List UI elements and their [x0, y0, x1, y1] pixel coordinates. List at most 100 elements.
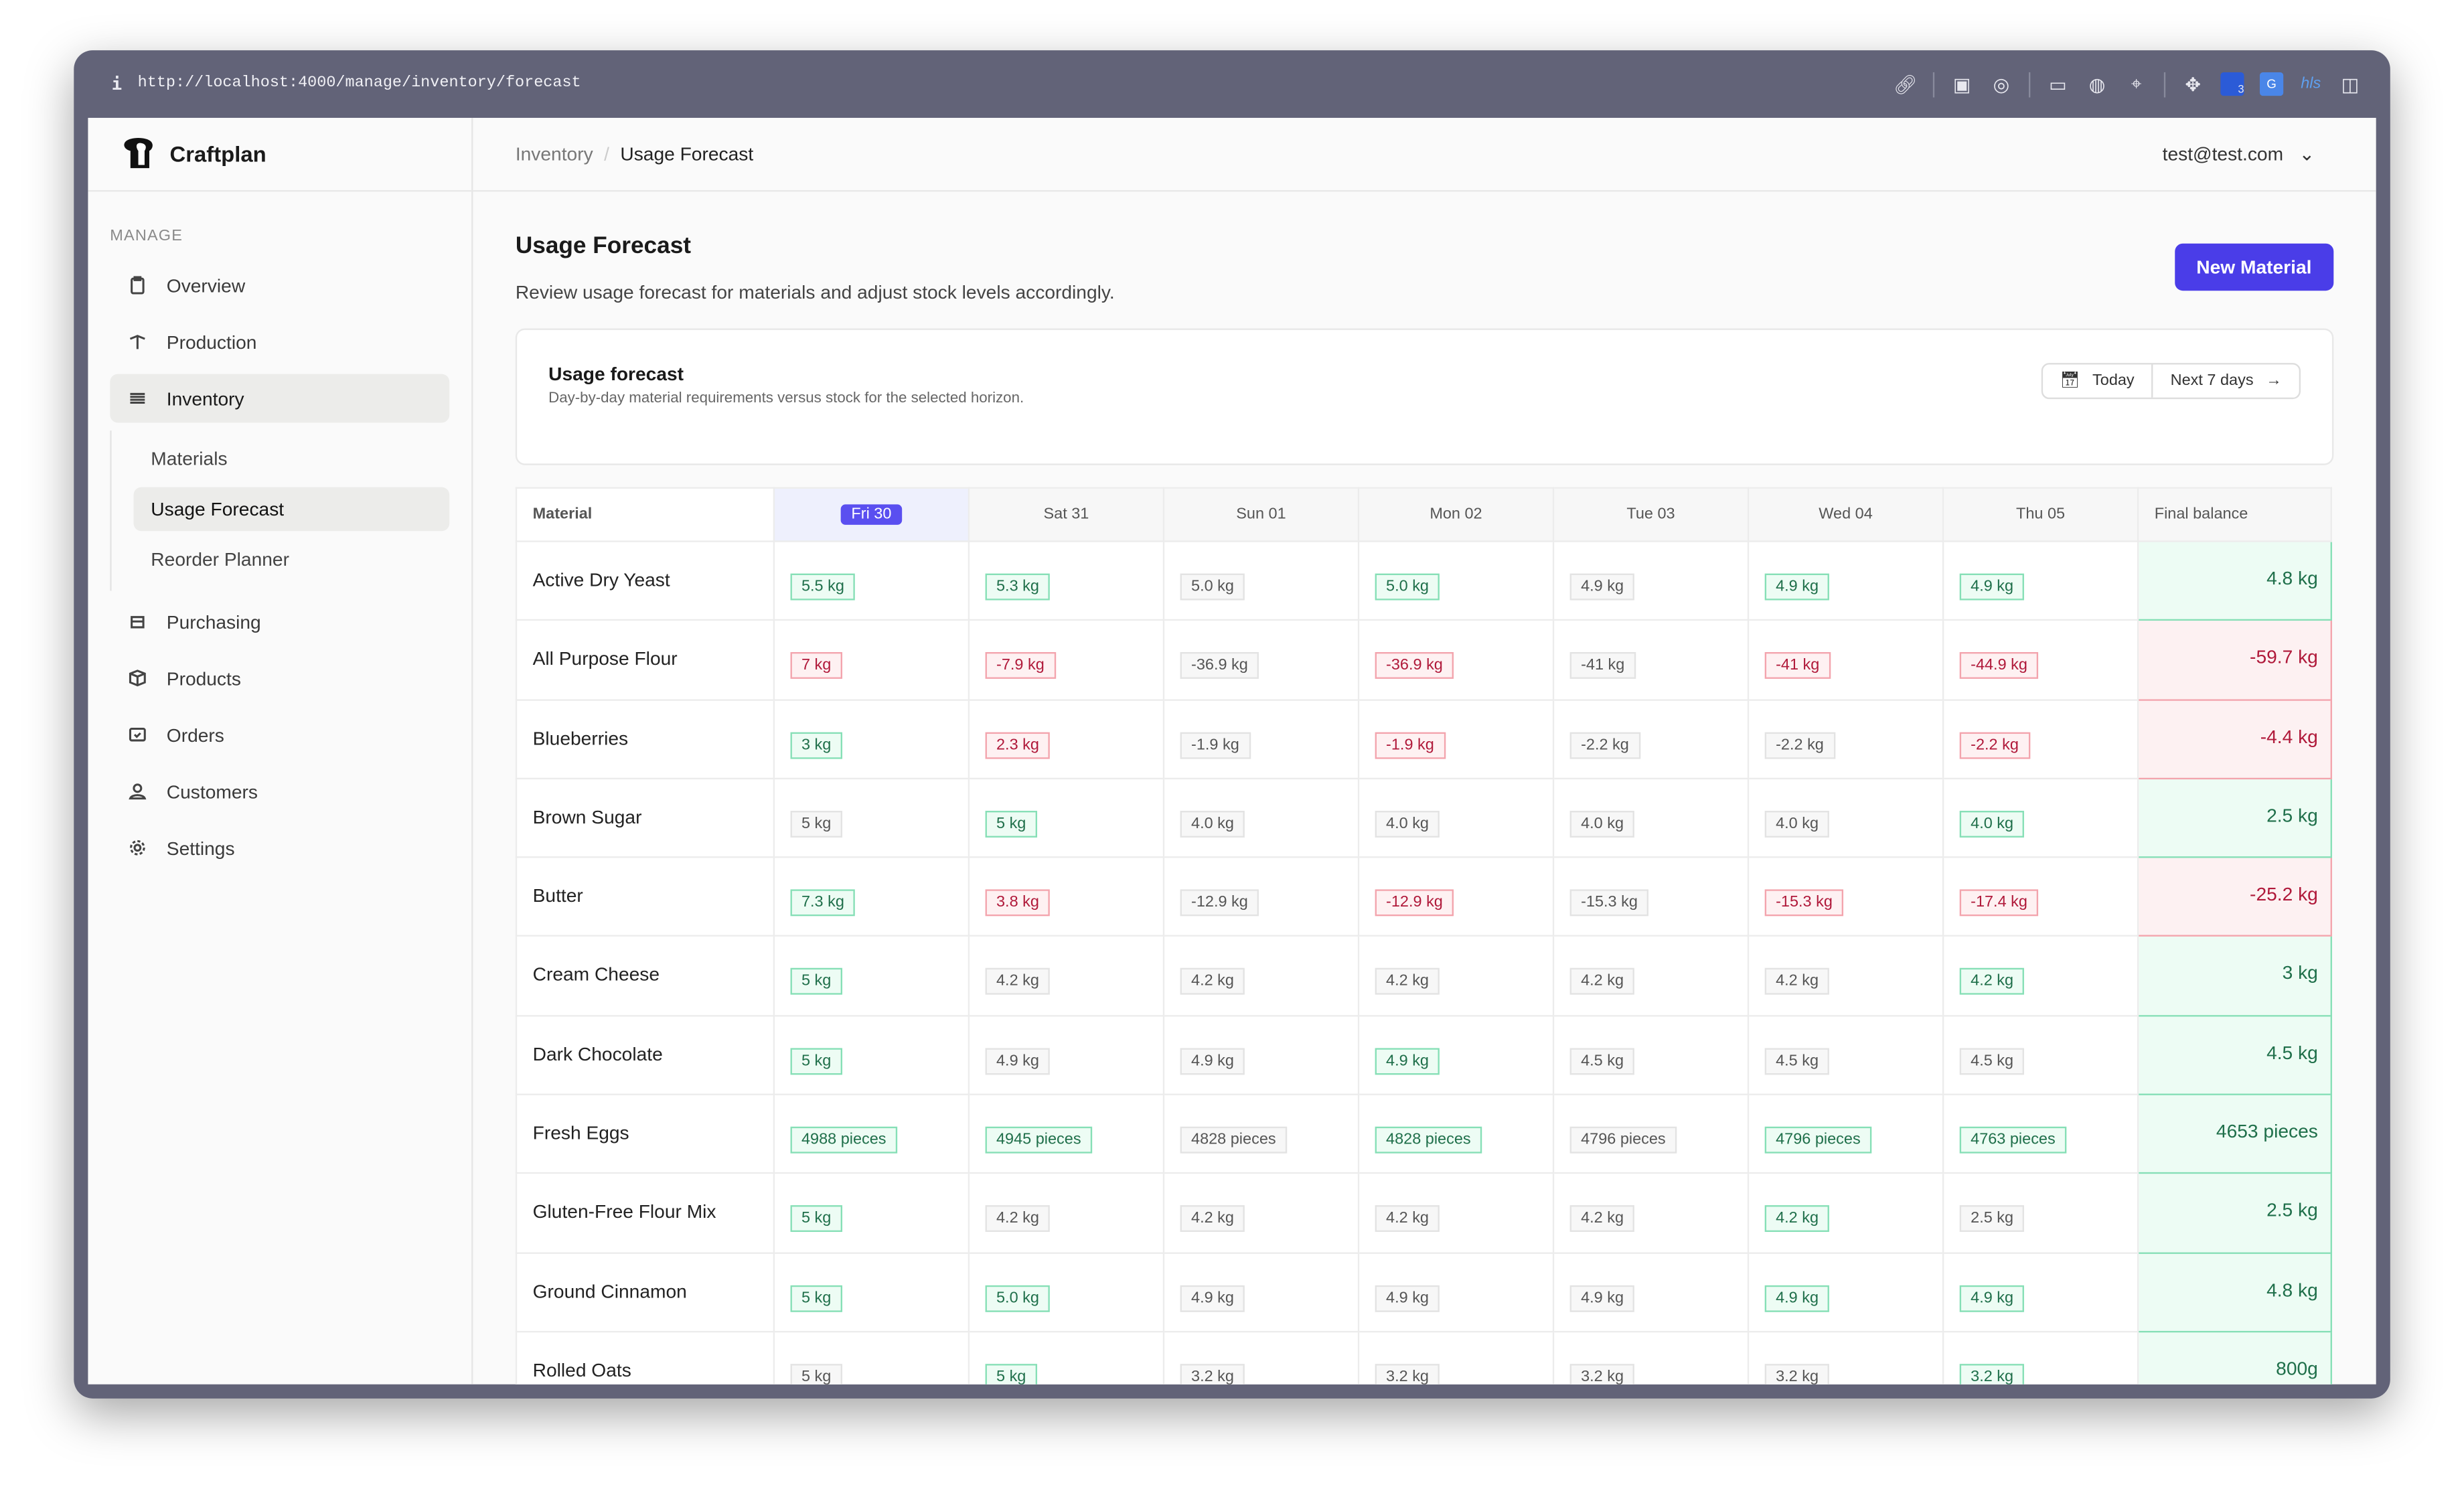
balance-chip: -1.9 kg [1180, 731, 1251, 759]
day-cell: 5 kg [968, 777, 1165, 858]
address-bar[interactable]: http://localhost:4000/manage/inventory/f… [137, 75, 581, 93]
balance-chip: 5.0 kg [1180, 573, 1245, 601]
day-cell: 4988 pieces [773, 1093, 970, 1175]
balance-chip: 3.2 kg [1375, 1364, 1440, 1385]
sidebar: Craftplan MANAGE Overview Production Inv… [88, 118, 473, 1385]
balance-chip: 7 kg [790, 652, 842, 680]
final-balance-cell: 800g [2137, 1330, 2332, 1385]
balance-chip: 4796 pieces [1764, 1126, 1872, 1154]
balance-chip: 4.5 kg [1959, 1047, 2025, 1075]
day-cell: 4945 pieces [968, 1093, 1165, 1175]
user-menu[interactable]: test@test.com ⌄ [2163, 143, 2315, 165]
balance-chip: 4796 pieces [1569, 1126, 1677, 1154]
balance-chip: 5 kg [790, 810, 842, 838]
day-cell: 3.2 kg [1942, 1330, 2139, 1385]
day-cell: 5.0 kg [968, 1251, 1165, 1333]
new-material-button[interactable]: New Material [2174, 243, 2334, 291]
main-content: Inventory / Usage Forecast test@test.com… [473, 118, 2376, 1385]
column-header-label: Material [532, 505, 593, 524]
breadcrumb-inventory[interactable]: Inventory [515, 143, 593, 165]
material-name: Butter [515, 856, 775, 937]
balance-chip: 7.3 kg [790, 889, 856, 917]
page-description: Review usage forecast for materials and … [515, 281, 1115, 303]
subitem-reorder-planner[interactable]: Reorder Planner [151, 548, 289, 570]
toolbar-divider [1932, 71, 1935, 97]
page-title: Usage Forecast [515, 232, 692, 260]
balance-chip: 4.2 kg [1959, 968, 2025, 996]
table-row[interactable]: All Purpose Flour 7 kg -7.9 kg -36.9 kg -36.… [515, 619, 2332, 700]
calendar-icon: 📅︎ [2060, 372, 2080, 390]
table-row[interactable]: Ground Cinnamon 5 kg 5.0 kg 4.9 kg 4.9 kg 4.9… [515, 1251, 2332, 1333]
material-name: Brown Sugar [515, 777, 775, 858]
link-icon[interactable]: 🔗︎ [1893, 73, 1918, 95]
table-header-row: Material Fri 30 Sat 31 Sun 01 Mon 02 Tue 03 We… [515, 487, 2332, 542]
table-row[interactable]: Fresh Eggs 4988 pieces 4945 pieces 4828 pie… [515, 1093, 2332, 1175]
table-row[interactable]: Rolled Oats 5 kg 5 kg 3.2 kg 3.2 kg 3.2 kg 3.2… [515, 1330, 2332, 1385]
balance-chip: 4.9 kg [1180, 1047, 1245, 1075]
column-header-final-balance: Final balance [2137, 487, 2332, 542]
day-cell: -15.3 kg [1747, 856, 1944, 937]
password-manager-icon[interactable]: 3 [2220, 72, 2244, 96]
sidebar-toggle-icon[interactable]: ◫ [2341, 73, 2360, 95]
day-cell: 7 kg [773, 619, 970, 700]
brand[interactable]: Craftplan [88, 118, 472, 192]
image-icon[interactable]: ▣ [1952, 73, 1971, 95]
translate-icon[interactable]: G [2259, 72, 2284, 96]
table-row[interactable]: Cream Cheese 5 kg 4.2 kg 4.2 kg 4.2 kg 4.2 kg… [515, 935, 2332, 1017]
table-row[interactable]: Active Dry Yeast 5.5 kg 5.3 kg 5.0 kg 5.0 kg… [515, 540, 2332, 621]
table-row[interactable]: Blueberries 3 kg 2.3 kg -1.9 kg -1.9 kg -2.2 … [515, 698, 2332, 779]
column-header-label: Thu 05 [2016, 505, 2066, 524]
column-header-label: Final balance [2154, 505, 2248, 524]
sidebar-item-purchasing[interactable]: Purchasing [110, 597, 449, 646]
globe-icon[interactable]: ◍ [2088, 73, 2106, 95]
day-cell: 5 kg [773, 1014, 970, 1096]
camera-icon[interactable]: ◎ [1993, 73, 2010, 95]
material-name: All Purpose Flour [515, 619, 775, 700]
puzzle-icon[interactable]: ✥ [2185, 73, 2202, 95]
day-cell: 4.2 kg [1162, 1172, 1360, 1254]
next-7-days-button[interactable]: Next 7 days → [2151, 364, 2299, 398]
toolbar-divider [2028, 71, 2031, 97]
bread-logo-icon [124, 137, 153, 169]
site-info-icon[interactable]: i [111, 74, 123, 94]
balance-chip: 5.3 kg [985, 573, 1051, 601]
sidebar-item-overview[interactable]: Overview [110, 261, 449, 310]
column-header-day: Thu 05 [1942, 487, 2139, 542]
balance-chip: 5 kg [985, 1364, 1037, 1385]
range-selector: 📅︎ Today Next 7 days → [2041, 363, 2301, 400]
sidebar-item-inventory[interactable]: Inventory [110, 374, 450, 423]
subitem-materials[interactable]: Materials [151, 447, 228, 470]
hls-icon[interactable]: hls [2301, 75, 2321, 93]
material-name: Dark Chocolate [515, 1014, 775, 1096]
gear-icon [130, 840, 145, 856]
day-cell: 3.2 kg [1357, 1330, 1555, 1385]
sidebar-item-settings[interactable]: Settings [110, 823, 449, 872]
day-cell: -36.9 kg [1162, 619, 1360, 700]
balance-chip: -41 kg [1764, 652, 1831, 680]
day-cell: 5.0 kg [1357, 540, 1555, 621]
today-button[interactable]: 📅︎ Today [2043, 365, 2152, 398]
balance-chip: 4.2 kg [1569, 1206, 1635, 1233]
balance-chip: 4.2 kg [985, 1206, 1051, 1233]
balance-chip: 5 kg [790, 1206, 842, 1233]
balance-chip: -17.4 kg [1959, 889, 2039, 917]
day-cell: 4.9 kg [1747, 1251, 1944, 1333]
table-row[interactable]: Brown Sugar 5 kg 5 kg 4.0 kg 4.0 kg 4.0 kg 4.0… [515, 777, 2332, 858]
balance-chip: -15.3 kg [1764, 889, 1844, 917]
sidebar-item-customers[interactable]: Customers [110, 767, 449, 815]
sidebar-item-production[interactable]: Production [110, 317, 449, 366]
balance-chip: -44.9 kg [1959, 652, 2039, 680]
card-subtitle: Day-by-day material requirements versus … [548, 390, 1024, 407]
table-row[interactable]: Dark Chocolate 5 kg 4.9 kg 4.9 kg 4.9 kg 4.5 … [515, 1014, 2332, 1096]
sidebar-item-orders[interactable]: Orders [110, 710, 449, 759]
balance-chip: -2.2 kg [1569, 731, 1640, 759]
table-row[interactable]: Gluten-Free Flour Mix 5 kg 4.2 kg 4.2 kg 4.2… [515, 1172, 2332, 1254]
terminal-icon[interactable]: ▭ [2049, 73, 2067, 95]
forecast-table: Material Fri 30 Sat 31 Sun 01 Mon 02 Tue 03 We… [515, 487, 2332, 1385]
day-cell: 4.9 kg [1942, 1251, 2139, 1333]
subitem-usage-forecast[interactable]: Usage Forecast [133, 487, 450, 532]
sidebar-item-products[interactable]: Products [110, 653, 449, 702]
crosshair-icon[interactable]: ⌖ [2131, 72, 2142, 94]
table-row[interactable]: Butter 7.3 kg 3.8 kg -12.9 kg -12.9 kg -15.3 … [515, 856, 2332, 937]
balance-chip: 3 kg [790, 731, 842, 759]
